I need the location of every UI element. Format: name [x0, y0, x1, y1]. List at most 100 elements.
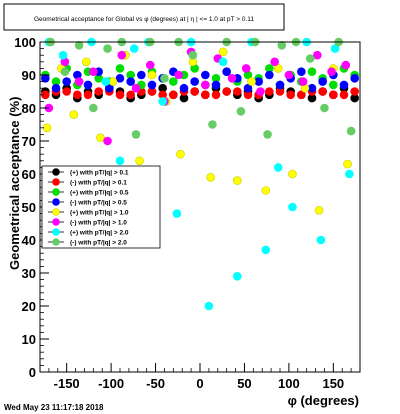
data-point	[188, 50, 198, 60]
data-point	[201, 80, 210, 90]
data-point	[247, 77, 256, 86]
data-point	[307, 83, 317, 93]
title-box	[3, 3, 285, 31]
data-point	[160, 74, 169, 83]
legend-entry-label: (-) with pT/|q| > 0.1	[70, 180, 127, 187]
legend-entry-label: (-) with pT/|q| > 1.0	[70, 220, 127, 227]
data-point	[126, 90, 135, 100]
data-point	[206, 173, 215, 182]
data-point	[233, 176, 242, 185]
data-point	[103, 44, 112, 53]
data-point	[313, 50, 322, 60]
data-point	[190, 77, 199, 86]
data-point	[62, 87, 71, 96]
data-point	[117, 50, 127, 60]
series-3	[41, 67, 359, 93]
data-point	[261, 245, 271, 255]
y-tick-label: 10	[22, 332, 36, 347]
data-point	[297, 67, 306, 76]
data-point	[89, 67, 98, 76]
data-point	[329, 80, 338, 90]
data-point	[158, 97, 167, 106]
y-tick-label: 90	[22, 68, 36, 83]
data-point	[218, 57, 228, 67]
data-point	[288, 202, 297, 212]
data-point	[316, 235, 326, 245]
data-point	[135, 156, 144, 166]
data-point	[115, 64, 125, 73]
x-tick-label: -50	[146, 376, 165, 391]
x-tick-label: -150	[54, 376, 80, 391]
data-point	[243, 83, 253, 93]
data-point	[339, 80, 349, 90]
data-point	[41, 74, 50, 83]
data-point	[330, 44, 340, 53]
data-point	[115, 74, 125, 83]
data-point	[101, 77, 111, 86]
data-point	[265, 70, 274, 80]
data-point	[131, 130, 141, 139]
data-point	[126, 77, 135, 86]
data-point	[190, 87, 199, 96]
data-point	[222, 87, 231, 96]
data-point	[265, 87, 274, 96]
data-point	[284, 70, 294, 80]
data-point	[275, 80, 285, 90]
chart-title: Geometrical acceptance for Global vs φ (…	[34, 16, 254, 23]
legend-marker	[52, 208, 60, 216]
data-point	[137, 70, 146, 80]
x-tick-label: 50	[237, 376, 251, 391]
x-axis: -150 -100 -50 0 50 100 150	[48, 363, 352, 391]
data-point	[96, 133, 105, 142]
data-point	[236, 107, 246, 116]
data-point	[222, 67, 231, 76]
data-point	[147, 70, 157, 80]
y-tick-label: 70	[22, 134, 36, 149]
data-point	[115, 156, 125, 166]
legend-entry-label: (-) with pT/|q| > 2.0	[70, 240, 127, 247]
data-point	[227, 74, 237, 83]
data-point	[172, 209, 182, 218]
x-tick-label: 150	[322, 376, 344, 391]
x-tick-label: 0	[196, 376, 203, 391]
data-point	[129, 44, 139, 53]
data-point	[273, 163, 283, 172]
data-point	[108, 77, 118, 86]
data-point	[329, 90, 338, 100]
data-point	[89, 103, 98, 113]
data-point	[201, 70, 210, 80]
data-point	[51, 83, 61, 93]
legend-marker	[52, 168, 60, 176]
data-point	[318, 87, 327, 96]
data-point	[261, 186, 271, 195]
x-axis-label: φ (degrees)	[288, 393, 359, 408]
data-point	[305, 54, 315, 63]
legend-marker	[52, 188, 60, 196]
y-tick-label: 40	[22, 233, 36, 248]
legend-box	[41, 165, 161, 249]
data-point	[131, 83, 141, 93]
legend-marker	[52, 198, 60, 206]
y-tick-label: 0	[29, 365, 36, 380]
data-point	[273, 64, 283, 73]
data-point	[94, 87, 103, 96]
x-tick-label: 100	[278, 376, 300, 391]
legend-entry-label: (+) with pT/|q| > 0.1	[70, 170, 129, 177]
data-point	[256, 87, 265, 96]
data-point	[343, 159, 352, 169]
data-point	[298, 77, 308, 86]
data-point	[174, 70, 183, 80]
y-tick-label: 60	[22, 167, 36, 182]
y-axis-label: Geometrical acceptance (%)	[7, 97, 22, 270]
series-5	[44, 47, 351, 146]
data-point	[105, 83, 114, 93]
data-point	[263, 130, 272, 139]
footer-timestamp: Wed May 23 11:17:18 2018	[4, 403, 104, 412]
data-point	[81, 57, 91, 67]
legend-marker	[52, 228, 60, 236]
legend-marker	[52, 178, 60, 186]
data-point	[346, 126, 356, 136]
data-point	[73, 90, 82, 100]
data-point	[208, 120, 217, 129]
